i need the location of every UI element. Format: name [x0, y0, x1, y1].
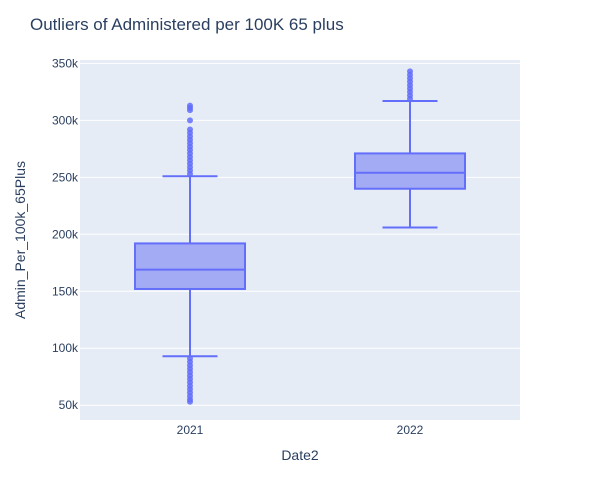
y-tick-label: 300k [52, 113, 79, 127]
box-2021 [134, 102, 246, 405]
outlier-point [407, 68, 413, 75]
x-tick-label: 2021 [177, 423, 204, 437]
box-2022 [354, 68, 466, 229]
chart-title: Outliers of Administered per 100K 65 plu… [30, 15, 344, 34]
x-axis-title: Date2 [281, 447, 319, 463]
y-axis-title: Admin_Per_100k_65Plus [12, 161, 28, 319]
y-tick-label: 150k [52, 284, 79, 298]
iqr-box [354, 152, 466, 190]
y-gridlines [80, 62, 520, 406]
y-tick-label: 100k [52, 341, 79, 355]
outlier-point [187, 126, 193, 133]
outlier-point [187, 398, 193, 405]
y-tick-label: 50k [59, 398, 79, 412]
outlier-point [187, 102, 193, 109]
x-tick-labels: 2021 2022 [177, 423, 424, 437]
x-tick-label: 2022 [397, 423, 424, 437]
outlier-point [187, 117, 193, 124]
iqr-box [134, 242, 246, 290]
box-series [134, 68, 466, 405]
y-tick-label: 350k [52, 56, 79, 70]
plot-area [80, 60, 520, 420]
y-tick-label: 200k [52, 227, 79, 241]
y-tick-labels: 50k 100k 150k 200k 250k 300k 350k [52, 56, 79, 412]
y-tick-label: 250k [52, 170, 79, 184]
